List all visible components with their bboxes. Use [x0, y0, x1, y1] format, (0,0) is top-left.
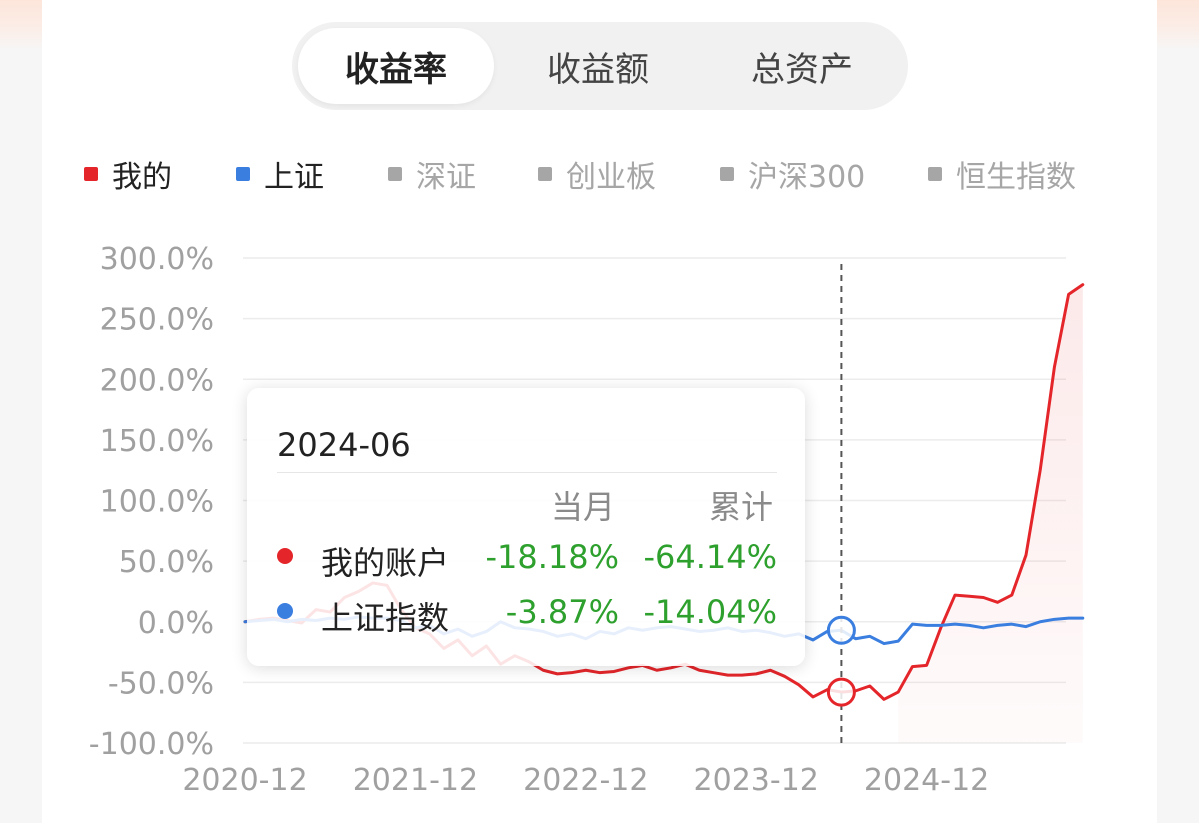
- x-tick-label: 2020-12: [182, 763, 307, 798]
- legend-item-shanghai[interactable]: 上证: [236, 150, 324, 198]
- tooltip-name-index: 上证指数: [321, 599, 450, 637]
- x-tick-label: 2024-12: [864, 763, 989, 798]
- tooltip-header-month: 当月: [551, 488, 616, 526]
- data-tooltip: 2024-06 当月 累计 我的账户 -18.18% -64.14% 上证指数 …: [247, 388, 805, 666]
- legend-label-shanghai: 上证: [264, 160, 324, 195]
- tooltip-name-account: 我的账户: [321, 544, 450, 582]
- legend-item-chinext[interactable]: 创业板: [538, 150, 656, 198]
- x-tick-label: 2022-12: [523, 763, 648, 798]
- y-tick-label: 100.0%: [100, 485, 214, 520]
- tooltip-date: 2024-06: [277, 426, 411, 464]
- y-tick-label: 200.0%: [100, 363, 214, 398]
- tooltip-divider: [277, 472, 777, 473]
- selected-point-mine: [826, 677, 856, 707]
- tooltip-dot-account: [277, 548, 293, 564]
- tab-return-amount[interactable]: 收益额: [547, 49, 649, 90]
- y-tick-label: 0.0%: [138, 606, 214, 641]
- x-tick-label: 2021-12: [353, 763, 478, 798]
- my-return-area: [898, 284, 1083, 743]
- legend-label-mine: 我的: [112, 160, 172, 195]
- tooltip-month-index: -3.87%: [505, 593, 619, 631]
- x-tick-label: 2023-12: [694, 763, 819, 798]
- y-tick-label: 150.0%: [100, 424, 214, 459]
- y-tick-label: -50.0%: [108, 666, 214, 701]
- tooltip-header-total: 累计: [709, 488, 774, 526]
- y-tick-label: 50.0%: [119, 545, 214, 580]
- legend-label-csi300: 沪深300: [748, 160, 866, 195]
- top-right-glow: [1157, 0, 1199, 50]
- legend-label-chinext: 创业板: [566, 160, 656, 195]
- chart-legend: 我的 上证 深证 创业板 沪深300 恒生指数: [0, 150, 1199, 198]
- selected-point-shanghai: [826, 615, 856, 645]
- legend-swatch-mine: [84, 167, 98, 181]
- top-left-glow: [0, 0, 42, 50]
- tab-total-assets[interactable]: 总资产: [751, 49, 853, 90]
- legend-item-mine[interactable]: 我的: [84, 150, 172, 198]
- legend-item-hangseng[interactable]: 恒生指数: [928, 150, 1076, 198]
- tooltip-month-account: -18.18%: [485, 538, 619, 576]
- legend-label-shenzhen: 深证: [416, 160, 476, 195]
- legend-swatch-shanghai: [236, 167, 250, 181]
- legend-item-csi300[interactable]: 沪深300: [720, 150, 865, 198]
- y-tick-label: -100.0%: [89, 727, 214, 762]
- legend-item-shenzhen[interactable]: 深证: [388, 150, 476, 198]
- legend-swatch-csi300: [720, 167, 734, 181]
- legend-label-hangseng: 恒生指数: [956, 160, 1076, 195]
- y-tick-label: 250.0%: [100, 303, 214, 338]
- tab-return-rate[interactable]: 收益率: [298, 28, 494, 104]
- y-tick-label: 300.0%: [100, 242, 214, 277]
- tooltip-dot-index: [277, 603, 293, 619]
- legend-swatch-chinext: [538, 167, 552, 181]
- metric-tab-bar: 收益率 收益额 总资产: [292, 22, 908, 110]
- tooltip-total-index: -14.04%: [643, 593, 777, 631]
- legend-swatch-shenzhen: [388, 167, 402, 181]
- tooltip-total-account: -64.14%: [643, 538, 777, 576]
- legend-swatch-hangseng: [928, 167, 942, 181]
